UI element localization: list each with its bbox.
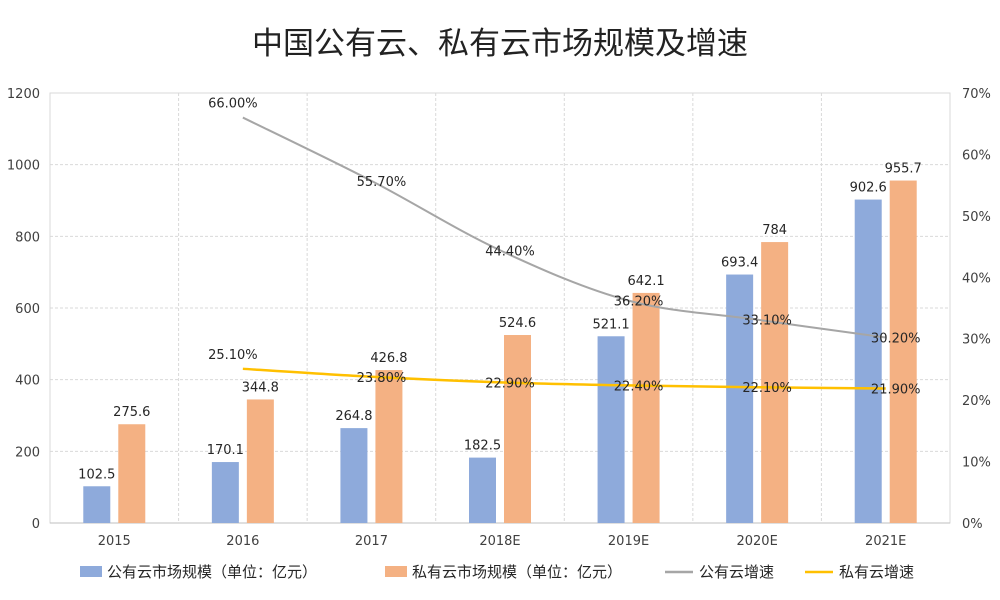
series-line [242, 367, 886, 390]
y-left-tick-label: 400 [15, 374, 40, 389]
y-right-tick-label: 10% [962, 456, 991, 471]
bar [340, 428, 368, 523]
bar-value-label: 275.6 [113, 405, 150, 420]
bar-value-label: 784 [762, 223, 787, 238]
bar [854, 199, 882, 523]
bar-value-label: 693.4 [721, 256, 758, 271]
line-value-label: 21.90% [871, 382, 921, 397]
y-left-tick-label: 1000 [7, 159, 40, 174]
x-tick-label: 2015 [98, 534, 131, 549]
line-value-label: 25.10% [208, 348, 258, 363]
bar [726, 274, 754, 523]
legend-swatch [385, 566, 407, 577]
bar-value-label: 170.1 [207, 443, 244, 458]
line-value-label: 36.20% [614, 295, 664, 310]
bar [761, 242, 789, 524]
bar [246, 399, 274, 523]
bar [597, 336, 625, 523]
legend-swatch [80, 566, 102, 577]
y-right-tick-label: 40% [962, 271, 991, 286]
bar-value-label: 426.8 [370, 351, 407, 366]
y-right-tick-label: 70% [962, 87, 991, 102]
chart-title: 中国公有云、私有云市场规模及增速 [252, 26, 748, 62]
y-left-tick-label: 800 [15, 230, 40, 245]
line-value-label: 22.40% [614, 379, 664, 394]
series-line [242, 116, 886, 339]
bar-value-label: 955.7 [885, 162, 922, 177]
bar-value-label: 902.6 [850, 181, 887, 196]
x-tick-label: 2017 [355, 534, 388, 549]
bar-value-label: 524.6 [499, 316, 536, 331]
bar-value-label: 102.5 [78, 467, 115, 482]
line-value-label: 55.70% [357, 175, 407, 190]
x-tick-label: 2020E [736, 534, 777, 549]
line-value-label: 66.00% [208, 97, 258, 112]
x-tick-label: 2021E [865, 534, 906, 549]
bar [375, 370, 403, 523]
line-value-label: 22.10% [742, 381, 792, 396]
bar-value-label: 344.8 [242, 380, 279, 395]
bar [211, 462, 239, 523]
line-value-label: 23.80% [357, 371, 407, 386]
bar-value-label: 642.1 [627, 274, 664, 289]
bar [83, 486, 111, 523]
x-tick-label: 2016 [226, 534, 259, 549]
legend-label: 公有云市场规模（单位：亿元） [107, 563, 317, 581]
line-value-label: 30.20% [871, 331, 921, 346]
bar [889, 180, 917, 523]
y-left-tick-label: 0 [32, 517, 40, 532]
legend-label: 公有云增速 [699, 563, 774, 581]
line-value-label: 44.40% [485, 244, 535, 259]
y-left-tick-label: 200 [15, 445, 40, 460]
y-right-tick-label: 0% [962, 517, 983, 532]
legend-label: 私有云增速 [839, 563, 914, 581]
y-right-tick-label: 20% [962, 394, 991, 409]
bar-value-label: 182.5 [464, 439, 501, 454]
y-right-tick-label: 60% [962, 148, 991, 163]
line-value-label: 33.10% [742, 314, 792, 329]
bar [504, 335, 531, 523]
line-value-label: 22.90% [485, 376, 535, 391]
y-right-tick-label: 30% [962, 333, 991, 348]
y-left-tick-label: 600 [15, 302, 40, 317]
legend-label: 私有云市场规模（单位：亿元） [412, 563, 622, 581]
x-tick-label: 2018E [479, 534, 520, 549]
x-tick-label: 2019E [608, 534, 649, 549]
bar-value-label: 521.1 [592, 317, 629, 332]
bar [118, 424, 146, 523]
y-right-tick-label: 50% [962, 210, 991, 225]
y-left-tick-label: 1200 [7, 87, 40, 102]
bar [632, 292, 660, 523]
bar [469, 457, 496, 523]
bar-value-label: 264.8 [335, 409, 372, 424]
